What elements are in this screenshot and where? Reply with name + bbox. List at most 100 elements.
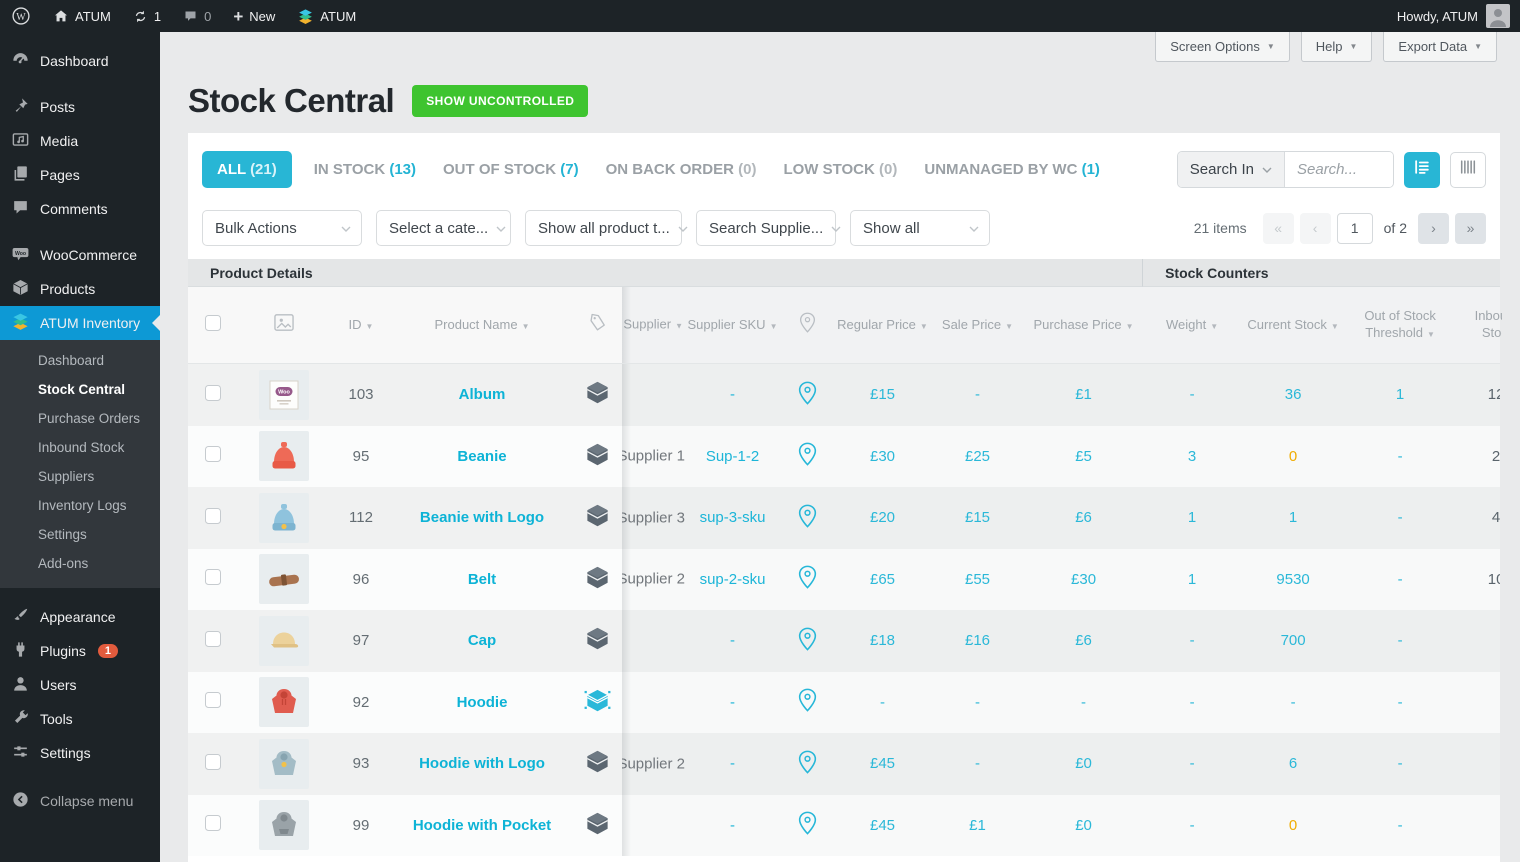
oos-threshold[interactable]: - — [1344, 487, 1457, 549]
regular-price[interactable]: - — [835, 671, 930, 733]
show-uncontrolled-button[interactable]: SHOW UNCONTROLLED — [412, 85, 589, 117]
sale-price[interactable]: £1 — [930, 794, 1025, 856]
sidebar-item-woocommerce[interactable]: Woo WooCommerce — [0, 238, 160, 272]
current-stock[interactable]: 9530 — [1242, 548, 1345, 610]
tab-low-stock[interactable]: LOW STOCK (0) — [783, 161, 898, 178]
sticky-columns-toggle-button[interactable] — [1404, 151, 1440, 188]
oos-threshold[interactable]: 1 — [1344, 364, 1457, 426]
weight[interactable]: - — [1142, 610, 1243, 672]
oos-threshold[interactable]: - — [1344, 671, 1457, 733]
weight[interactable]: - — [1142, 794, 1243, 856]
weight[interactable]: - — [1142, 671, 1243, 733]
oos-threshold[interactable]: - — [1344, 425, 1457, 487]
regular-price[interactable]: £30 — [835, 425, 930, 487]
product-name-link[interactable]: Belt — [467, 570, 497, 588]
location-icon[interactable] — [798, 627, 817, 655]
current-stock[interactable]: 36 — [1242, 364, 1345, 426]
oos-threshold[interactable]: - — [1344, 794, 1457, 856]
help-button[interactable]: Help ▼ — [1300, 32, 1373, 62]
product-thumbnail[interactable] — [259, 431, 309, 482]
sidebar-item-users[interactable]: Users — [0, 668, 160, 702]
oos-threshold[interactable]: - — [1344, 733, 1457, 795]
search-input[interactable] — [1285, 152, 1393, 187]
sidebar-item-posts[interactable]: Posts — [0, 90, 160, 124]
tab-on-back-order[interactable]: ON BACK ORDER (0) — [605, 161, 757, 178]
product-thumbnail[interactable] — [259, 554, 309, 605]
supplier-select[interactable]: Search Supplie... — [696, 210, 841, 246]
location-icon[interactable] — [798, 442, 817, 470]
column-header-weight[interactable]: Weight ▼ — [1142, 287, 1243, 364]
column-header-regular-price[interactable]: Regular Price ▼ — [835, 287, 930, 364]
location-icon[interactable] — [798, 750, 817, 778]
submenu-item-settings[interactable]: Settings — [38, 527, 87, 542]
purchase-price[interactable]: £30 — [1025, 548, 1143, 610]
search-in-dropdown[interactable]: Search In — [1177, 152, 1285, 187]
bulk-actions-select[interactable]: Bulk Actions — [202, 210, 362, 246]
purchase-price[interactable]: - — [1025, 671, 1143, 733]
submenu-item-purchase-orders[interactable]: Purchase Orders — [38, 411, 141, 426]
column-header-sale-price[interactable]: Sale Price ▼ — [930, 287, 1025, 364]
sale-price[interactable]: - — [930, 671, 1025, 733]
tab-unmanaged-by-wc[interactable]: UNMANAGED BY WC (1) — [924, 161, 1100, 178]
current-stock[interactable]: - — [1242, 671, 1345, 733]
weight[interactable]: - — [1142, 364, 1243, 426]
sale-price[interactable]: - — [930, 733, 1025, 795]
extra-filter-select[interactable]: Show all — [850, 210, 990, 246]
current-page-input[interactable] — [1336, 212, 1373, 244]
location-icon[interactable] — [798, 565, 817, 593]
site-name-menu[interactable]: ATUM — [42, 0, 122, 32]
supplier-sku[interactable]: - — [730, 386, 735, 404]
supplier-sku[interactable]: - — [730, 816, 735, 834]
purchase-price[interactable]: £0 — [1025, 733, 1143, 795]
sidebar-item-dashboard[interactable]: Dashboard — [0, 44, 160, 78]
sale-price[interactable]: £55 — [930, 548, 1025, 610]
row-checkbox[interactable] — [205, 692, 221, 709]
tab-in-stock[interactable]: IN STOCK (13) — [313, 161, 417, 178]
purchase-price[interactable]: £6 — [1025, 610, 1143, 672]
column-header-purchase-price[interactable]: Purchase Price ▼ — [1025, 287, 1143, 364]
new-content-menu[interactable]: + New — [222, 0, 286, 32]
screen-options-button[interactable]: Screen Options ▼ — [1155, 32, 1290, 62]
wordpress-menu[interactable]: W — [0, 0, 42, 32]
column-header-id[interactable]: ID ▼ — [330, 287, 392, 364]
supplier-sku[interactable]: - — [730, 755, 735, 773]
row-checkbox[interactable] — [205, 815, 221, 832]
weight[interactable]: 3 — [1142, 425, 1243, 487]
product-thumbnail[interactable] — [259, 677, 309, 728]
product-name-link[interactable]: Hoodie — [456, 693, 508, 711]
purchase-price[interactable]: £1 — [1025, 364, 1143, 426]
product-thumbnail[interactable] — [259, 492, 309, 543]
location-icon[interactable] — [798, 504, 817, 532]
row-checkbox[interactable] — [205, 569, 221, 586]
supplier-sku[interactable]: sup-2-sku — [699, 570, 766, 588]
product-name-link[interactable]: Hoodie with Pocket — [412, 816, 552, 834]
product-name-link[interactable]: Beanie with Logo — [419, 509, 545, 527]
regular-price[interactable]: £45 — [835, 733, 930, 795]
row-checkbox[interactable] — [205, 507, 221, 524]
sidebar-item-atum-inventory[interactable]: ATUM Inventory — [0, 306, 160, 340]
purchase-price[interactable]: £0 — [1025, 794, 1143, 856]
supplier-sku[interactable]: Sup-1-2 — [705, 447, 760, 465]
row-checkbox[interactable] — [205, 446, 221, 463]
current-stock[interactable]: 1 — [1242, 487, 1345, 549]
column-header-current-stock[interactable]: Current Stock ▼ — [1242, 287, 1345, 364]
submenu-item-stock-central[interactable]: Stock Central — [38, 382, 126, 397]
submenu-item-inventory-logs[interactable]: Inventory Logs — [38, 498, 127, 513]
product-type-select[interactable]: Show all product t... — [525, 210, 688, 246]
row-checkbox[interactable] — [205, 630, 221, 647]
avatar[interactable] — [1486, 4, 1510, 28]
sale-price[interactable]: £15 — [930, 487, 1025, 549]
regular-price[interactable]: £65 — [835, 548, 930, 610]
product-thumbnail[interactable]: Woo — [259, 369, 309, 420]
location-icon[interactable] — [798, 381, 817, 409]
regular-price[interactable]: £45 — [835, 794, 930, 856]
column-header-product-name[interactable]: Product Name ▼ — [392, 287, 572, 364]
comments-menu[interactable]: 0 — [172, 0, 222, 32]
sidebar-item-tools[interactable]: Tools — [0, 702, 160, 736]
purchase-price[interactable]: £6 — [1025, 487, 1143, 549]
supplier-sku[interactable]: sup-3-sku — [699, 509, 766, 527]
select-all-checkbox[interactable] — [205, 314, 221, 331]
product-thumbnail[interactable] — [259, 800, 309, 851]
submenu-item-dashboard[interactable]: Dashboard — [38, 353, 105, 368]
tab-out-of-stock[interactable]: OUT OF STOCK (7) — [443, 161, 579, 178]
